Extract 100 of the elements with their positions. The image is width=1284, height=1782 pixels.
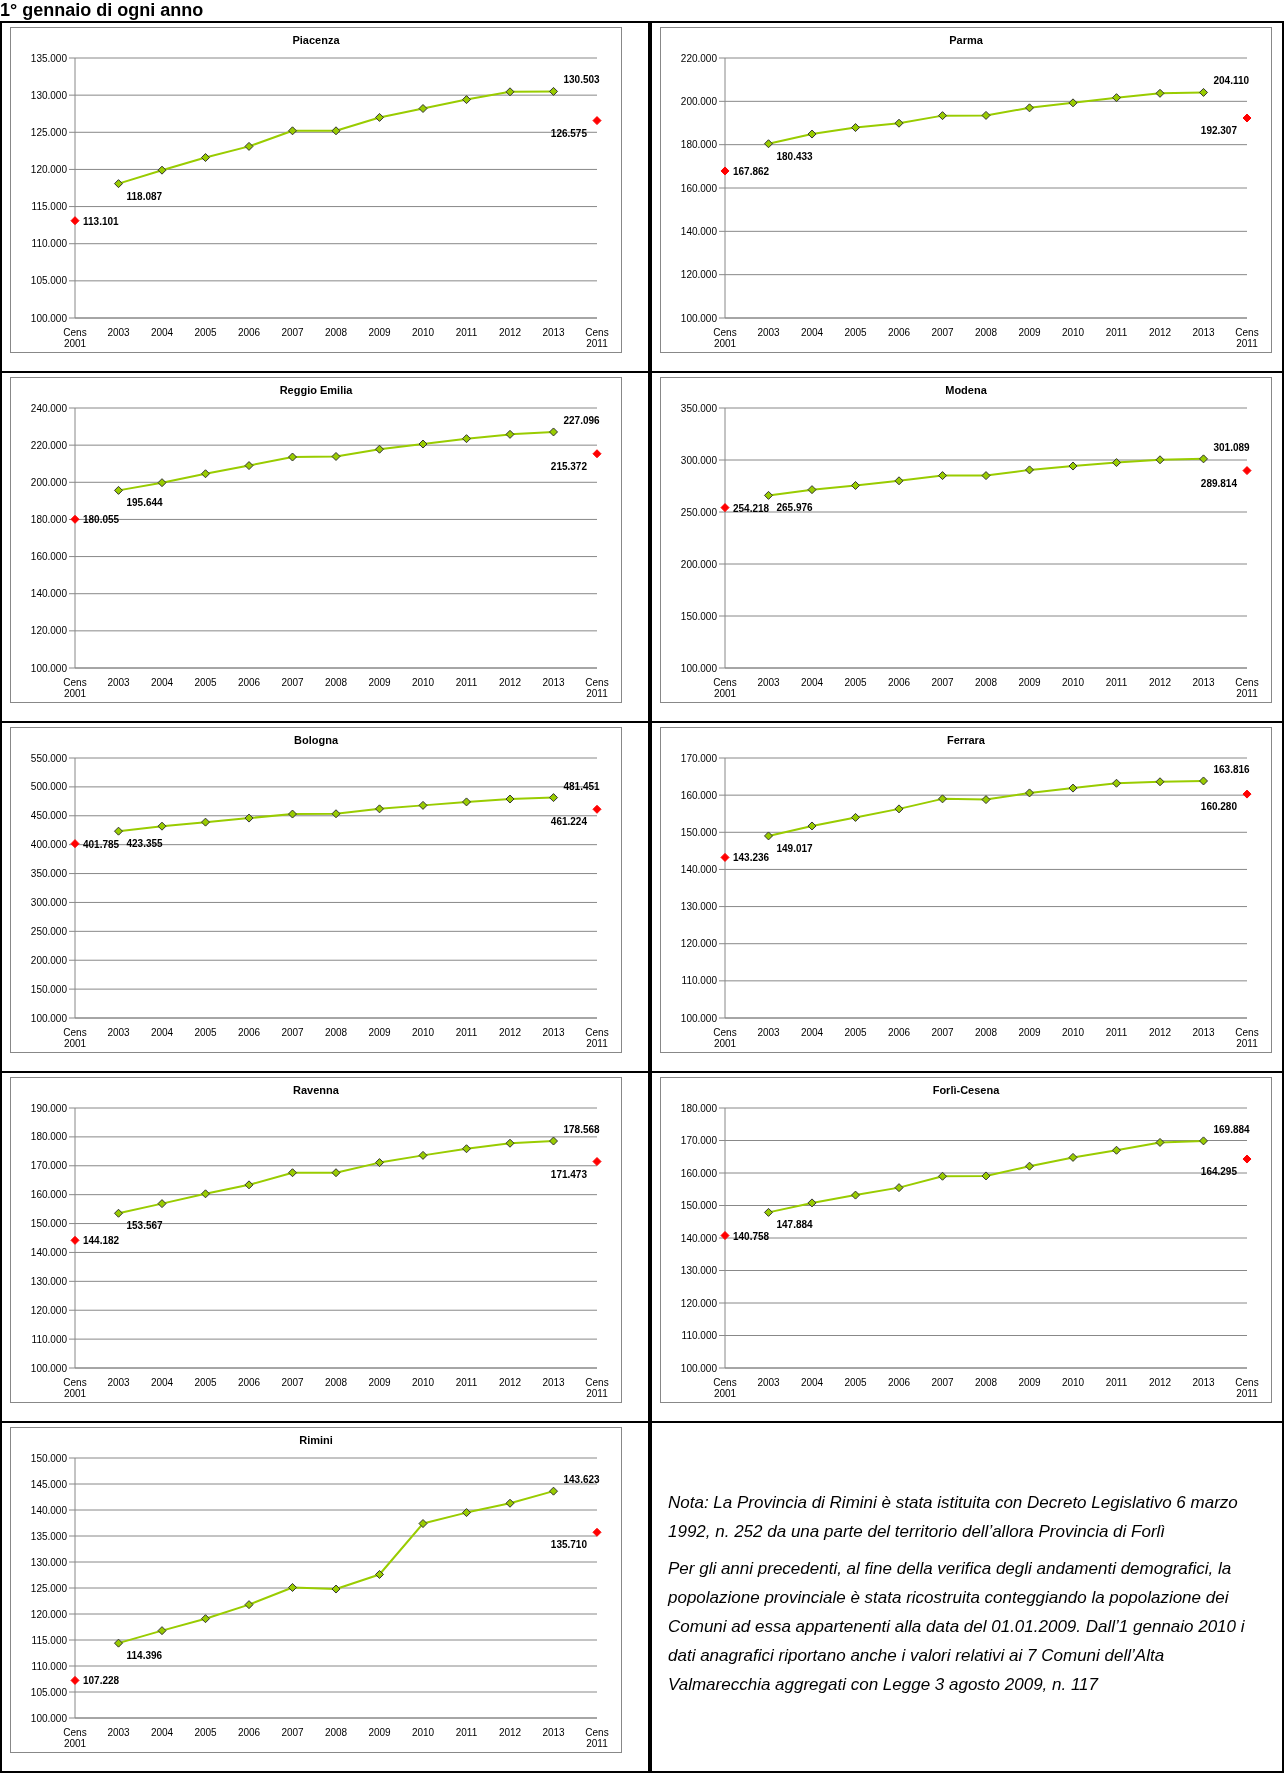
x-tick-label: 2011 — [1105, 1027, 1128, 1038]
data-label: 149.017 — [776, 842, 814, 854]
y-tick-label: 200.000 — [30, 954, 68, 966]
point — [114, 179, 123, 189]
x-tick-label: 2004 — [800, 1027, 824, 1038]
y-tick-label: 450.000 — [30, 810, 68, 822]
point — [418, 1519, 428, 1529]
x-tick-label: 2010 — [411, 1027, 435, 1038]
point — [157, 821, 167, 831]
x-tick-label: 2008 — [974, 1377, 998, 1388]
x-tick-label: 2012 — [498, 677, 522, 688]
point — [331, 1584, 341, 1594]
x-tick-label: 2008 — [324, 1727, 348, 1738]
point — [201, 1189, 210, 1199]
y-tick-label: 100.000 — [680, 312, 718, 324]
x-tick-label: 2007 — [931, 1377, 955, 1388]
point — [851, 480, 860, 490]
point — [851, 812, 860, 822]
y-tick-label: 150.000 — [680, 826, 718, 838]
chart-title: Parma — [948, 33, 984, 48]
point — [1242, 466, 1252, 476]
y-tick-label: 120.000 — [30, 1304, 68, 1316]
point — [894, 804, 904, 814]
point — [851, 123, 860, 133]
point — [981, 795, 991, 805]
point — [1199, 454, 1208, 464]
x-tick-label: 2008 — [324, 1377, 348, 1388]
x-tick-label: 2007 — [281, 1727, 305, 1738]
text: Nota: La Provincia di Rimini è stata istituita con Decreto Legislativo 6 marzo 1992, n. 252 da una parte del territorio dell’allora Provincia di Forlì — [667, 1491, 1239, 1543]
point — [1199, 87, 1208, 97]
x-tick-label: 2013 — [1192, 327, 1216, 338]
chart-title: Forlì-Cesena — [931, 1083, 1001, 1098]
y-tick-label: 110.000 — [31, 1660, 68, 1672]
point — [157, 1626, 167, 1636]
data-label: 481.451 — [563, 780, 601, 792]
x-tick-label: 2008 — [974, 677, 998, 688]
data-label: 171.473 — [550, 1168, 588, 1180]
point — [157, 165, 167, 175]
y-tick-label: 140.000 — [30, 588, 68, 600]
point — [375, 1569, 384, 1579]
x-tick-label: 2004 — [800, 327, 824, 338]
y-tick-label: 120.000 — [680, 938, 718, 950]
point — [1155, 88, 1165, 98]
point — [505, 1498, 515, 1508]
point — [375, 804, 384, 814]
point — [1068, 98, 1078, 108]
y-tick-label: 250.000 — [30, 925, 68, 937]
data-label: 147.884 — [776, 1219, 814, 1231]
x-tick-label: Cens 2001 — [63, 1027, 87, 1049]
point — [592, 804, 602, 814]
point — [1242, 1154, 1252, 1164]
x-tick-label: 2005 — [194, 327, 218, 338]
x-tick-label: Cens 2011 — [585, 677, 609, 699]
point — [1068, 461, 1078, 471]
x-tick-label: 2009 — [1018, 327, 1042, 338]
x-tick-label: 2009 — [368, 1377, 392, 1388]
point — [462, 95, 471, 105]
x-tick-label: 2006 — [237, 677, 261, 688]
point — [114, 1208, 123, 1218]
y-tick-label: 550.000 — [30, 752, 68, 764]
point — [244, 141, 254, 151]
x-tick-label: 2011 — [455, 677, 478, 688]
x-tick-label: 2008 — [974, 1027, 998, 1038]
point — [807, 485, 817, 495]
x-tick-label: 2007 — [281, 1377, 305, 1388]
point — [462, 797, 471, 807]
x-tick-label: 2009 — [1018, 677, 1042, 688]
x-tick-label: 2007 — [931, 1027, 955, 1038]
data-label: 163.816 — [1213, 763, 1251, 775]
x-tick-label: Cens 2011 — [585, 1027, 609, 1049]
y-tick-label: 125.000 — [30, 126, 68, 138]
point — [418, 800, 428, 810]
point — [288, 809, 297, 819]
data-label: 461.224 — [550, 816, 588, 828]
data-label: 169.884 — [1213, 1123, 1251, 1135]
point — [1155, 1137, 1165, 1147]
point — [331, 809, 341, 819]
x-tick-label: 2010 — [1061, 1377, 1085, 1388]
point — [894, 118, 904, 128]
data-label: 164.295 — [1200, 1166, 1238, 1178]
y-tick-label: 160.000 — [30, 551, 68, 563]
x-tick-label: 2003 — [757, 327, 781, 338]
point — [70, 216, 80, 226]
point — [157, 478, 167, 488]
y-tick-label: 115.000 — [31, 201, 68, 213]
x-tick-label: 2012 — [498, 327, 522, 338]
x-tick-label: 2006 — [237, 1377, 261, 1388]
y-tick-label: 240.000 — [30, 402, 68, 414]
y-tick-label: 180.000 — [30, 513, 68, 525]
y-tick-label: 100.000 — [680, 1012, 718, 1024]
x-tick-label: 2008 — [324, 1027, 348, 1038]
y-tick-label: 170.000 — [680, 1135, 718, 1147]
y-tick-label: 220.000 — [30, 439, 68, 451]
chart-title: Piacenza — [291, 33, 341, 48]
data-label: 227.096 — [563, 414, 601, 426]
x-tick-label: 2008 — [974, 327, 998, 338]
y-tick-label: 130.000 — [30, 1275, 68, 1287]
x-tick-label: Cens 2001 — [63, 1377, 87, 1399]
x-tick-label: 2011 — [455, 327, 478, 338]
x-tick-label: 2004 — [150, 1377, 174, 1388]
